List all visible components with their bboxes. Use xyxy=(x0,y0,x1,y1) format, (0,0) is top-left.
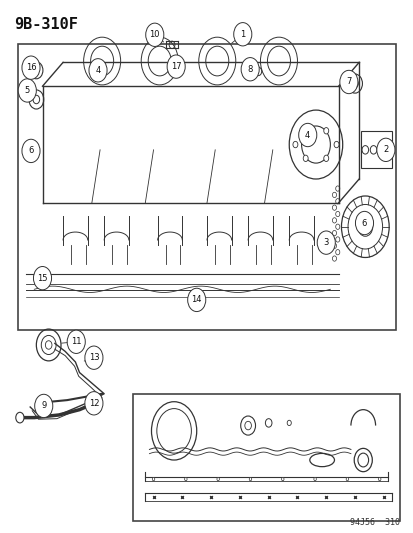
Text: 6: 6 xyxy=(361,219,366,228)
Text: 14: 14 xyxy=(191,295,202,304)
Circle shape xyxy=(18,79,36,102)
Circle shape xyxy=(333,141,338,148)
Circle shape xyxy=(302,127,307,134)
Circle shape xyxy=(323,155,328,161)
Circle shape xyxy=(339,70,357,94)
Circle shape xyxy=(345,478,348,481)
Circle shape xyxy=(89,59,107,82)
Circle shape xyxy=(298,123,316,147)
Text: 3: 3 xyxy=(323,238,328,247)
Text: 12: 12 xyxy=(88,399,99,408)
Circle shape xyxy=(184,478,187,481)
Text: 8: 8 xyxy=(247,64,252,74)
Circle shape xyxy=(302,155,307,161)
Text: 16: 16 xyxy=(26,63,36,72)
Circle shape xyxy=(187,288,205,312)
Circle shape xyxy=(233,22,251,46)
Text: 2: 2 xyxy=(382,146,387,155)
Circle shape xyxy=(281,478,283,481)
Text: 11: 11 xyxy=(71,337,81,346)
Circle shape xyxy=(85,392,103,415)
Circle shape xyxy=(145,23,164,46)
Circle shape xyxy=(22,139,40,163)
Text: 6: 6 xyxy=(28,147,33,156)
Circle shape xyxy=(152,478,154,481)
Circle shape xyxy=(316,231,335,254)
Circle shape xyxy=(376,138,394,161)
Circle shape xyxy=(292,141,297,148)
Circle shape xyxy=(85,346,103,369)
Text: 9B-310F: 9B-310F xyxy=(14,17,77,33)
Circle shape xyxy=(216,478,219,481)
Circle shape xyxy=(377,478,380,481)
Text: 94J56  310: 94J56 310 xyxy=(349,519,399,527)
Text: 1: 1 xyxy=(240,30,245,39)
Text: 9: 9 xyxy=(41,401,46,410)
Circle shape xyxy=(355,212,373,235)
Bar xyxy=(360,131,391,168)
Text: 13: 13 xyxy=(88,353,99,362)
Circle shape xyxy=(240,58,259,81)
Text: 7: 7 xyxy=(345,77,351,86)
Circle shape xyxy=(313,478,316,481)
Circle shape xyxy=(67,330,85,353)
Circle shape xyxy=(249,478,251,481)
Circle shape xyxy=(323,127,328,134)
Text: 17: 17 xyxy=(171,62,181,71)
Text: 4: 4 xyxy=(95,66,100,75)
Text: 15: 15 xyxy=(37,273,47,282)
Text: 5: 5 xyxy=(25,86,30,95)
Text: 4: 4 xyxy=(304,131,310,140)
Circle shape xyxy=(35,394,53,418)
Circle shape xyxy=(167,55,185,78)
Circle shape xyxy=(33,266,52,290)
Circle shape xyxy=(16,413,24,423)
Text: 10: 10 xyxy=(149,30,160,39)
Circle shape xyxy=(22,56,40,79)
